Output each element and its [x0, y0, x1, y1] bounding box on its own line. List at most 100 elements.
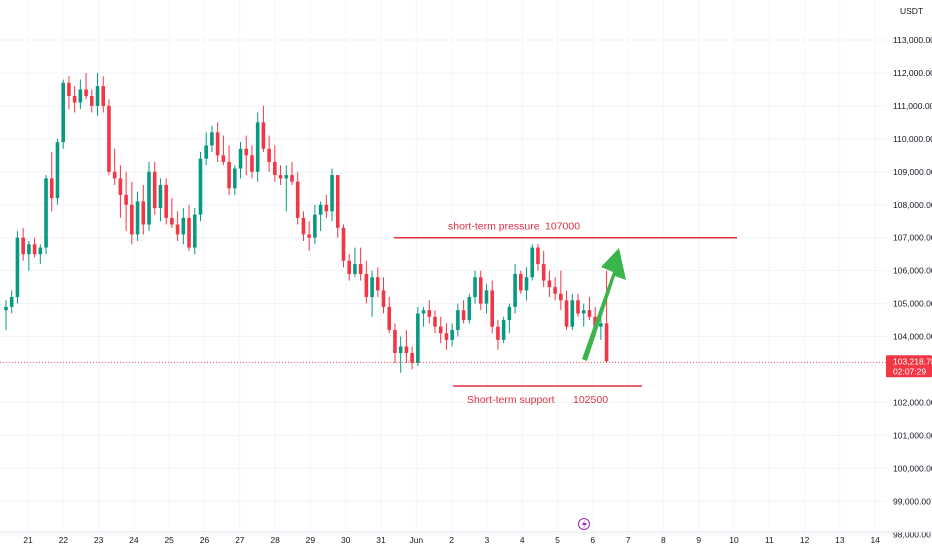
candle-body [450, 329, 454, 340]
price-levels: short-term pressure 107000 Short-term supp… [394, 221, 737, 406]
candle-body [181, 217, 186, 235]
candle-body [250, 155, 254, 172]
x-tick-label: 9 [696, 535, 701, 545]
candle-body [255, 122, 260, 172]
x-tick-label: 8 [661, 535, 666, 545]
x-tick-label: Jun [409, 535, 423, 545]
candle-body [238, 148, 243, 169]
candle-body [364, 273, 369, 298]
candle-body [570, 300, 575, 327]
candle-body [221, 155, 226, 162]
candle-body [541, 264, 546, 281]
candle-body [9, 297, 14, 307]
candle-body [290, 175, 294, 182]
candle-body [38, 247, 43, 255]
candle-body [307, 234, 311, 238]
arrow-shape [582, 248, 626, 361]
x-tick-label: 11 [765, 535, 774, 545]
candle-body [341, 227, 346, 261]
candle-body [547, 280, 552, 288]
candle-body [444, 333, 449, 340]
candle-body [416, 313, 420, 363]
candle-body [278, 175, 283, 179]
pressure-label: short-term pressure [448, 221, 540, 233]
candle-body [284, 175, 289, 179]
candle-body [599, 323, 603, 327]
price-tag-countdown: 02:07:29 [893, 366, 926, 376]
candle-body [135, 201, 140, 235]
candle-body [513, 273, 517, 307]
pressure-value: 107000 [545, 221, 580, 233]
lightning-bolt [582, 520, 587, 529]
x-axis[interactable]: 21 22 23 24 25 26 27 28 29 30 31 Jun 2 3 4 5 6 7 8 9 10 11 12 1… [0, 518, 932, 546]
candle-body [4, 306, 8, 311]
candle-body [593, 316, 597, 327]
candle-body [347, 260, 351, 274]
candle-body [421, 310, 426, 314]
candle-body [387, 306, 392, 330]
x-tick-label: 21 [23, 535, 33, 545]
candle-body [438, 326, 443, 334]
candle-body [313, 214, 317, 238]
candle-body [175, 224, 180, 235]
candle-body [461, 310, 466, 321]
candle-body [67, 82, 71, 97]
candle-body [519, 273, 523, 291]
y-axis[interactable]: USDT 113,000.00 112,000.00 111,000.00 110,00… [893, 6, 932, 539]
currency-label: USDT [900, 6, 923, 16]
candle-body [90, 96, 94, 106]
candle-body [227, 161, 231, 189]
candle-body [501, 320, 506, 340]
candle-body [124, 194, 128, 205]
candle-body [335, 175, 340, 228]
y-tick-label: 101,000.00 [893, 430, 932, 440]
x-tick-label: 22 [59, 535, 69, 545]
price-tag-box [886, 355, 932, 378]
candle-body [130, 204, 134, 235]
x-tick-label: 13 [835, 535, 845, 545]
x-tick-label: 30 [341, 535, 351, 545]
candle-body [604, 323, 609, 362]
candle-body [564, 300, 569, 327]
candle-body [496, 326, 500, 340]
candle-body [490, 290, 494, 327]
candle-body [164, 184, 168, 218]
candle-body [576, 300, 580, 314]
candle-body [507, 306, 512, 321]
lightning-icon [578, 518, 590, 530]
candle-body [473, 277, 477, 298]
candle-body [484, 290, 489, 304]
candle-body [273, 161, 277, 176]
candle-body [72, 96, 77, 103]
y-tick-label: 105,000.00 [893, 299, 932, 309]
candle-body [147, 171, 151, 225]
x-tick-label: 29 [306, 535, 316, 545]
x-tick-label: 31 [376, 535, 386, 545]
candle-body [32, 244, 37, 255]
candle-body [55, 142, 60, 199]
candle-body [478, 277, 483, 304]
y-tick-label: 110,000.00 [893, 134, 932, 144]
candle-body [404, 346, 409, 354]
candle-body [427, 310, 432, 317]
up-arrow [582, 248, 626, 361]
candle-body [15, 237, 20, 298]
y-tick-label: 113,000.00 [893, 35, 932, 45]
x-tick-label: 24 [129, 535, 139, 545]
y-tick-label: 109,000.00 [893, 167, 932, 177]
x-tick-label: 6 [590, 535, 595, 545]
candle-body [118, 178, 123, 195]
candle-body [267, 148, 271, 162]
candle-body [393, 329, 397, 354]
candle-body [192, 214, 197, 248]
price-tag-value: 103,218.78 [893, 356, 932, 366]
candle-body [324, 204, 329, 212]
candle-body [330, 175, 334, 212]
y-tick-label: 104,000.00 [893, 332, 932, 342]
candle-body [44, 178, 48, 248]
candle-body [112, 171, 117, 179]
candle-body [559, 293, 563, 301]
x-tick-label: 4 [520, 535, 525, 545]
